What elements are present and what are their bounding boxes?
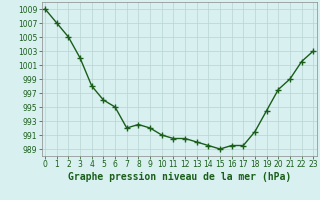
X-axis label: Graphe pression niveau de la mer (hPa): Graphe pression niveau de la mer (hPa) xyxy=(68,172,291,182)
